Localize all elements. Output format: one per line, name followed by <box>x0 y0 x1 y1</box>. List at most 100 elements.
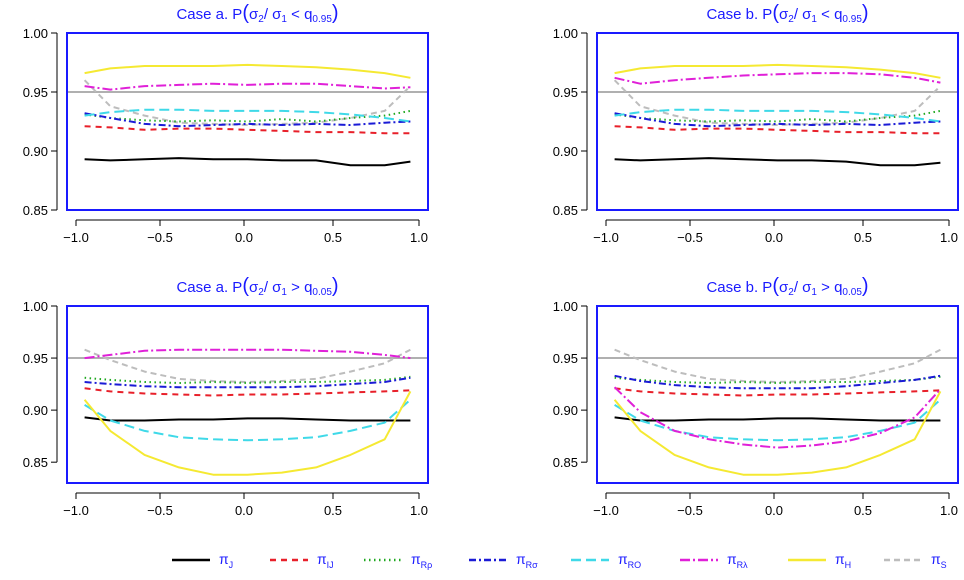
x-tick-label: −0.5 <box>677 503 703 518</box>
legend-label: πJ <box>219 551 233 570</box>
x-tick-label: 1.0 <box>940 230 958 245</box>
x-tick-label: −0.5 <box>147 230 173 245</box>
series-line-H <box>613 390 942 476</box>
series-line-Rrho <box>614 375 941 384</box>
x-tick-label: 0.0 <box>235 503 253 518</box>
series-line-RO <box>84 108 411 123</box>
y-tick-label: 0.90 <box>553 403 578 418</box>
panel-title: Case a. P(σ2/ σ1 > q0.05) <box>176 275 338 298</box>
series-line-Rsigma <box>614 112 941 128</box>
legend-entry-Rsigma: πRσ <box>469 551 538 570</box>
y-tick-label: 0.95 <box>553 351 578 366</box>
series-line-IJ <box>84 125 411 135</box>
series-line-Rsigma <box>84 376 411 389</box>
series-line-Rsigma <box>84 112 411 128</box>
series-line-RO <box>614 108 941 123</box>
legend: πJ πIJ πRρ πRσ πRO πRλ πH πS <box>172 551 947 570</box>
x-tick-label: −1.0 <box>593 230 619 245</box>
series-line-IJ <box>84 387 411 397</box>
x-tick-label: 0.0 <box>765 230 783 245</box>
series-line-Rlambda <box>84 82 411 91</box>
plot-frame <box>596 32 959 211</box>
y-tick-label: 0.85 <box>23 455 48 470</box>
y-tick-label: 1.00 <box>23 26 48 41</box>
x-tick-label: 0.5 <box>324 230 342 245</box>
y-tick-label: 1.00 <box>553 299 578 314</box>
series-group <box>83 348 412 476</box>
series-group <box>613 348 942 476</box>
x-tick-label: −1.0 <box>593 503 619 518</box>
y-tick-label: 1.00 <box>553 26 578 41</box>
y-tick-label: 0.95 <box>553 85 578 100</box>
series-line-Rlambda <box>613 386 942 449</box>
legend-label: πRO <box>618 551 641 570</box>
legend-label: πS <box>931 551 947 570</box>
legend-entry-Rrho: πRρ <box>364 551 432 570</box>
x-tick-label: 1.0 <box>410 230 428 245</box>
legend-label: πH <box>835 551 851 570</box>
series-line-H <box>614 63 941 79</box>
series-line-IJ <box>614 387 941 397</box>
legend-entry-H: πH <box>788 551 851 570</box>
panels: Case a. P(σ2/ σ1 < q0.95) 0.85 0.90 0.95 1.0… <box>23 2 959 518</box>
series-line-RO <box>614 398 942 442</box>
chart-panel-2: Case b. P(σ2/ σ1 < q0.95) 0.85 0.90 0.95 1.0… <box>553 2 959 245</box>
y-tick-label: 1.00 <box>23 299 48 314</box>
legend-label: πRρ <box>411 551 432 570</box>
series-line-J <box>614 416 941 422</box>
plot-frame <box>66 32 429 211</box>
series-line-S <box>614 348 941 383</box>
x-tick-label: 1.0 <box>410 503 428 518</box>
x-tick-label: −1.0 <box>63 503 89 518</box>
x-tick-label: −0.5 <box>147 503 173 518</box>
plot-frame <box>66 305 429 484</box>
y-tick-label: 0.85 <box>553 455 578 470</box>
x-tick-label: −1.0 <box>63 230 89 245</box>
series-group <box>83 63 412 167</box>
x-tick-label: 0.5 <box>324 503 342 518</box>
series-line-H <box>83 390 412 476</box>
series-line-IJ <box>614 125 941 135</box>
legend-label: πIJ <box>317 551 334 570</box>
y-tick-label: 0.85 <box>23 203 48 218</box>
series-line-J <box>84 157 411 167</box>
series-line-S <box>613 79 942 126</box>
x-tick-label: 0.5 <box>854 230 872 245</box>
chart-panel-3: Case a. P(σ2/ σ1 > q0.05) 0.85 0.90 0.95 1.0… <box>23 275 429 518</box>
chart-panel-1: Case a. P(σ2/ σ1 < q0.95) 0.85 0.90 0.95 1.0… <box>23 2 429 245</box>
plot-frame <box>596 305 959 484</box>
legend-entry-RO: πRO <box>571 551 641 570</box>
series-line-Rrho <box>84 375 411 384</box>
series-group <box>613 63 942 167</box>
legend-label: πRσ <box>516 551 538 570</box>
series-line-J <box>614 157 941 167</box>
series-line-Rlambda <box>614 72 941 85</box>
series-line-Rsigma <box>614 374 941 390</box>
panel-title: Case b. P(σ2/ σ1 > q0.05) <box>706 275 868 298</box>
panel-title: Case a. P(σ2/ σ1 < q0.95) <box>176 2 338 25</box>
y-tick-label: 0.90 <box>23 403 48 418</box>
panel-title: Case b. P(σ2/ σ1 < q0.95) <box>706 2 868 25</box>
y-tick-label: 0.90 <box>553 144 578 159</box>
series-line-H <box>84 63 411 79</box>
y-tick-label: 0.85 <box>553 203 578 218</box>
series-line-S <box>84 348 411 383</box>
x-tick-label: −0.5 <box>677 230 703 245</box>
series-line-Rlambda <box>84 348 411 360</box>
x-tick-label: 0.0 <box>765 503 783 518</box>
legend-label: πRλ <box>727 551 748 570</box>
x-tick-label: 1.0 <box>940 503 958 518</box>
x-tick-label: 0.0 <box>235 230 253 245</box>
legend-entry-Rlambda: πRλ <box>680 551 748 570</box>
series-line-RO <box>84 398 412 442</box>
y-tick-label: 0.95 <box>23 85 48 100</box>
legend-entry-S: πS <box>884 551 947 570</box>
series-line-J <box>84 416 411 422</box>
legend-entry-IJ: πIJ <box>270 551 334 570</box>
x-tick-label: 0.5 <box>854 503 872 518</box>
legend-entry-J: πJ <box>172 551 233 570</box>
y-tick-label: 0.90 <box>23 144 48 159</box>
chart-panel-4: Case b. P(σ2/ σ1 > q0.05) 0.85 0.90 0.95 1.0… <box>553 275 959 518</box>
y-tick-label: 0.95 <box>23 351 48 366</box>
